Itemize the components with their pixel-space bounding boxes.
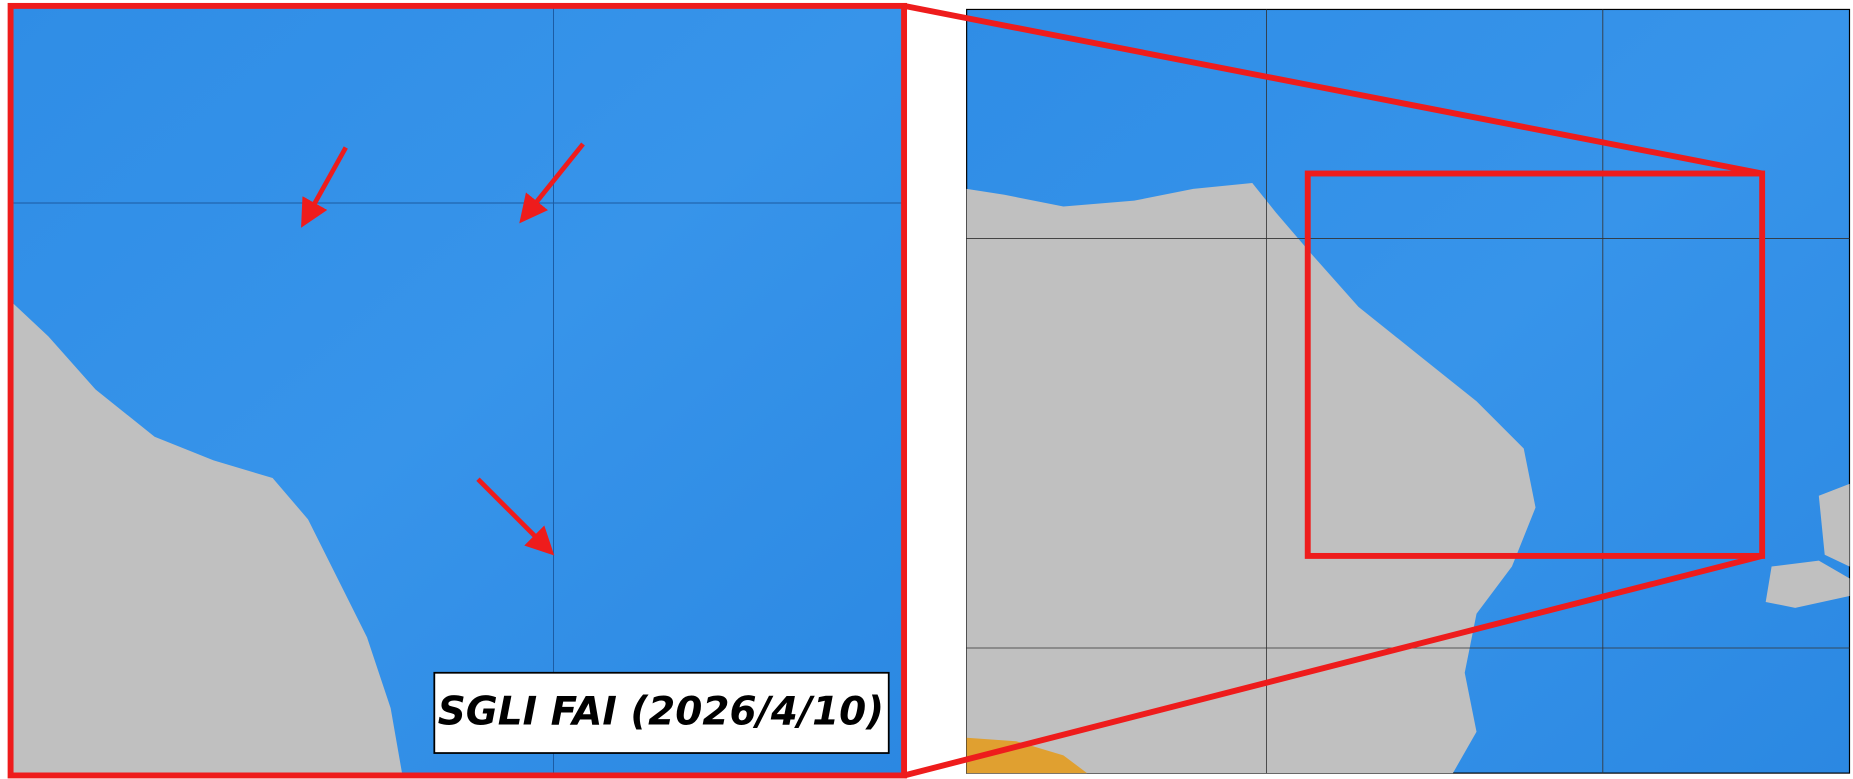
zoom-panel: SGLI FAI (2026/4/10): [11, 6, 904, 776]
overview-panel: [967, 9, 1850, 773]
figure: SGLI FAI (2026/4/10): [0, 0, 1853, 779]
image-label: SGLI FAI (2026/4/10): [438, 690, 884, 735]
